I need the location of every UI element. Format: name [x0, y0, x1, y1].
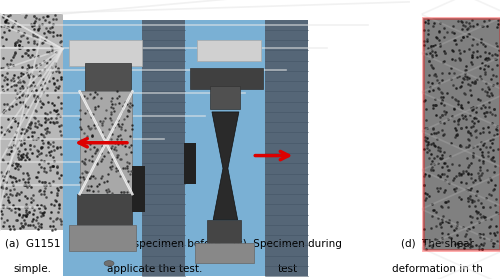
Circle shape	[104, 261, 114, 266]
Bar	[422, 18, 500, 250]
Bar	[132, 166, 144, 212]
Text: applicate the test.: applicate the test.	[108, 264, 202, 274]
Text: deformation in th: deformation in th	[392, 264, 483, 274]
Bar	[197, 40, 261, 61]
Text: (d)  The shear: (d) The shear	[401, 239, 474, 249]
Bar	[184, 143, 196, 184]
Bar	[80, 92, 132, 194]
Bar	[422, 18, 500, 250]
Bar	[190, 68, 264, 89]
Bar	[68, 225, 136, 251]
Bar	[0, 14, 62, 230]
Bar	[207, 220, 242, 243]
Text: (b)  The specimen before: (b) The specimen before	[90, 239, 220, 249]
Text: (a)  G1151: (a) G1151	[5, 239, 60, 249]
Bar	[77, 194, 132, 225]
Bar	[62, 20, 185, 276]
Bar	[185, 20, 308, 276]
Bar	[84, 63, 131, 92]
Text: (c)  Specimen during: (c) Specimen during	[233, 239, 342, 249]
Bar	[210, 86, 240, 109]
Bar	[264, 20, 308, 276]
Bar	[142, 20, 185, 276]
Polygon shape	[212, 112, 239, 220]
Bar	[68, 40, 142, 66]
Bar	[195, 243, 254, 263]
Text: test: test	[278, 264, 297, 274]
Text: simple.: simple.	[14, 264, 52, 274]
